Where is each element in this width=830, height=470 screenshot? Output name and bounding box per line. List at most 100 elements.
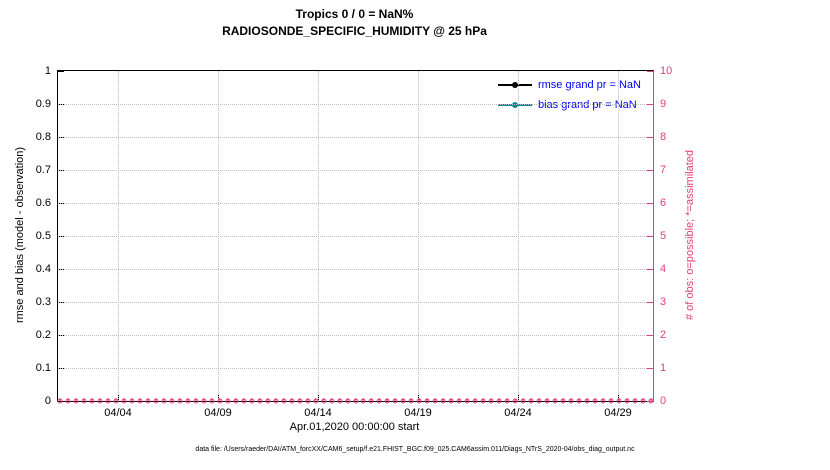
obs-assimilated-marker: * (90, 396, 94, 407)
obs-possible-marker (368, 398, 374, 404)
left-axis-tick-label: 0.4 (35, 263, 51, 275)
obs-possible-marker (576, 398, 582, 404)
obs-assimilated-marker: * (377, 396, 382, 407)
right-axis-tick-label: 5 (660, 230, 667, 242)
obs-assimilated-marker: * (449, 396, 454, 407)
data-file-caption: data file: /Users/raeder/DAI/ATM_forcXX/… (195, 446, 635, 453)
left-axis-label: rmse and bias (model - observation) (14, 146, 26, 324)
obs-assimilated-marker: * (345, 396, 350, 407)
right-axis-tick (647, 301, 653, 303)
right-axis-tick-label: 6 (660, 197, 667, 209)
obs-assimilated-marker: * (593, 396, 597, 407)
obs-assimilated-marker: * (122, 396, 126, 407)
obs-possible-marker (552, 398, 558, 404)
obs-possible-marker (201, 398, 207, 404)
obs-assimilated-marker: * (353, 396, 358, 407)
obs-assimilated-marker: * (553, 396, 557, 407)
obs-assimilated-marker: * (281, 396, 286, 407)
obs-possible-marker (297, 398, 303, 404)
gridline-horizontal (58, 137, 653, 138)
right-axis-tick-label: 4 (660, 263, 667, 275)
obs-assimilated-marker: * (441, 396, 446, 407)
obs-assimilated-marker: * (130, 396, 134, 407)
right-axis-label: # of obs: o=possible; *=assimilated (684, 150, 696, 320)
gridline-vertical (218, 71, 219, 401)
gridline-horizontal (58, 170, 653, 171)
obs-possible-marker (193, 398, 199, 404)
obs-possible-marker (305, 398, 311, 404)
rmse-line-sample (497, 82, 532, 88)
obs-possible-marker (209, 398, 215, 404)
obs-assimilated-marker: * (305, 396, 310, 407)
obs-assimilated-marker: * (106, 396, 110, 407)
obs-possible-marker (536, 398, 542, 404)
obs-possible-marker (600, 398, 606, 404)
legend-label-bias: bias grand pr = NaN (537, 99, 637, 111)
obs-assimilated-marker: * (138, 396, 142, 407)
obs-assimilated-marker: * (146, 396, 150, 407)
obs-assimilated-marker: * (473, 396, 478, 407)
obs-possible-marker (257, 398, 263, 404)
gridline-vertical (618, 71, 619, 401)
obs-possible-marker (281, 398, 287, 404)
obs-assimilated-marker: * (66, 396, 70, 407)
obs-possible-marker (145, 398, 151, 404)
legend: rmse grand pr = NaN bias grand pr = NaN (497, 79, 641, 111)
obs-possible-marker (321, 398, 327, 404)
left-axis-tick (58, 70, 64, 72)
obs-assimilated-marker: * (609, 396, 613, 407)
obs-assimilated-marker: * (625, 396, 629, 407)
obs-assimilated-marker: * (329, 396, 334, 407)
gridline-horizontal (58, 203, 653, 204)
obs-assimilated-marker: * (497, 396, 502, 407)
right-axis-tick (647, 169, 653, 171)
obs-possible-marker (241, 398, 247, 404)
right-axis-tick-label: 1 (660, 362, 667, 374)
obs-assimilated-marker: * (361, 396, 366, 407)
right-axis-tick (647, 367, 653, 369)
obs-possible-marker (472, 398, 478, 404)
right-axis-tick-label: 9 (660, 98, 667, 110)
obs-possible-marker (329, 398, 335, 404)
obs-possible-marker (424, 398, 430, 404)
obs-possible-marker (504, 398, 510, 404)
gridline-horizontal (58, 335, 653, 336)
obs-assimilated-marker: * (401, 396, 406, 407)
obs-possible-marker (337, 398, 343, 404)
left-axis-tick-label: 0.9 (35, 98, 51, 110)
obs-possible-marker (448, 398, 454, 404)
left-axis-tick-label: 0.1 (35, 362, 51, 374)
left-axis-tick-label: 0.6 (35, 197, 51, 209)
obs-assimilated-marker: * (641, 396, 645, 407)
obs-possible-marker (185, 398, 191, 404)
left-axis-tick-label: 0.2 (35, 329, 51, 341)
obs-assimilated-marker: * (82, 396, 86, 407)
obs-possible-marker (225, 398, 231, 404)
obs-assimilated-marker: * (337, 396, 342, 407)
obs-possible-marker (544, 398, 550, 404)
obs-possible-marker (496, 398, 502, 404)
obs-possible-marker (273, 398, 279, 404)
obs-assimilated-marker: * (170, 396, 174, 407)
gridline-horizontal (58, 269, 653, 270)
obs-possible-marker (568, 398, 574, 404)
obs-possible-marker (392, 398, 398, 404)
right-axis-tick-label: 7 (660, 164, 667, 176)
x-axis-tick-label: 04/29 (604, 407, 632, 419)
obs-possible-marker (488, 398, 494, 404)
gridline-vertical (518, 71, 519, 401)
obs-assimilated-marker: * (417, 396, 422, 407)
obs-assimilated-marker: * (569, 396, 573, 407)
obs-possible-marker (113, 398, 119, 404)
x-axis-tick-label: 04/24 (504, 407, 532, 419)
obs-possible-marker (464, 398, 470, 404)
right-axis-tick-label: 10 (660, 65, 673, 77)
obs-assimilated-marker: * (369, 396, 374, 407)
obs-assimilated-marker: * (194, 396, 198, 407)
obs-assimilated-marker: * (425, 396, 430, 407)
obs-assimilated-marker: * (225, 396, 230, 407)
chart-title: Tropics 0 / 0 = NaN% (295, 7, 414, 21)
right-axis-tick (647, 70, 653, 72)
obs-possible-marker (408, 398, 414, 404)
obs-assimilated-marker: * (433, 396, 438, 407)
